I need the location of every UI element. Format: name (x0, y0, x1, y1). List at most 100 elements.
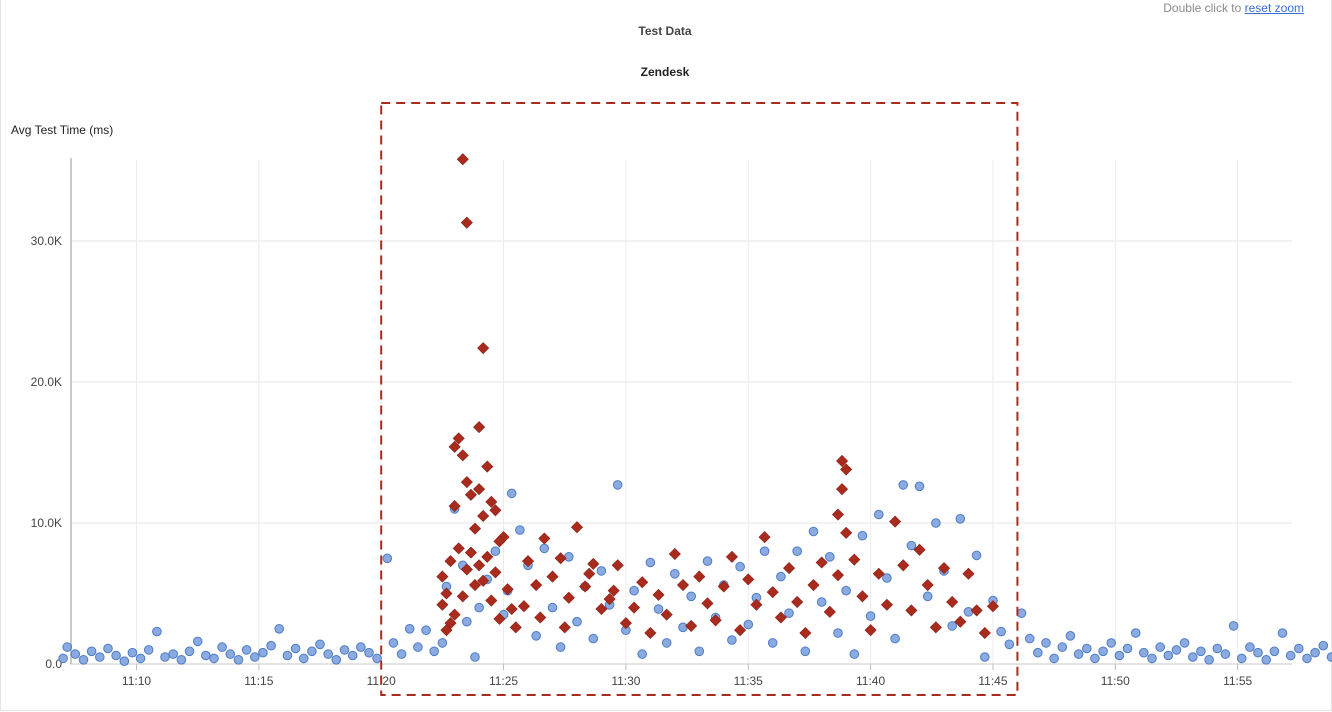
data-point (808, 526, 819, 537)
data-point (388, 638, 399, 648)
anomaly-point (501, 583, 514, 596)
anomaly-point (607, 584, 620, 597)
y-axis-label: Avg Test Time (ms) (11, 123, 114, 137)
data-point (339, 645, 350, 655)
data-point (298, 653, 309, 664)
data-point (1073, 649, 1084, 659)
anomaly-point (693, 570, 706, 583)
anomaly-point (709, 614, 722, 627)
anomaly-point (473, 483, 486, 496)
anomaly-point (783, 562, 796, 575)
y-tick-label: 10.0K (31, 516, 62, 530)
data-point (1155, 642, 1165, 652)
anomaly-point (509, 621, 522, 634)
anomaly-point (913, 543, 926, 556)
anomaly-point (456, 590, 469, 603)
data-point (258, 647, 268, 658)
anomaly-point (880, 598, 893, 611)
chart-title: Test Data (638, 24, 692, 38)
anomaly-point (444, 555, 457, 568)
anomaly-point (840, 463, 853, 476)
x-tick-label: 11:25 (489, 674, 518, 688)
data-point (127, 647, 138, 658)
data-point (931, 518, 941, 528)
anomaly-point (464, 488, 477, 501)
data-point (62, 642, 72, 652)
x-tick-label: 11:15 (244, 674, 273, 688)
data-point (184, 646, 195, 657)
data-point (1318, 640, 1329, 651)
anomaly-point (921, 579, 934, 592)
x-tick-label: 11:45 (978, 674, 1007, 688)
anomaly-point (468, 579, 482, 592)
data-point (825, 552, 835, 562)
data-point (531, 631, 542, 641)
data-point (515, 525, 525, 535)
data-point (1065, 631, 1076, 641)
anomaly-point (493, 612, 506, 625)
data-point (776, 571, 786, 582)
data-point (947, 621, 958, 631)
data-point (1114, 650, 1125, 661)
reset-zoom-link[interactable]: reset zoom (1244, 1, 1304, 15)
anomaly-point (603, 593, 616, 606)
anomaly-point (734, 624, 747, 637)
anomaly-point (652, 588, 665, 601)
anomaly-point (628, 601, 641, 614)
data-point (103, 643, 113, 654)
data-point (315, 639, 325, 650)
data-point (1163, 650, 1174, 661)
data-point (1236, 653, 1247, 664)
data-point (201, 650, 211, 661)
y-tick-label: 30.0K (31, 234, 62, 248)
data-point (1041, 638, 1051, 648)
data-point (290, 643, 301, 654)
anomaly-point (489, 566, 502, 579)
data-point (555, 642, 566, 652)
anomaly-point (889, 515, 902, 528)
data-point (1204, 655, 1214, 665)
anomaly-point (986, 600, 999, 613)
data-point (382, 553, 393, 564)
data-point (588, 633, 599, 644)
data-point (686, 591, 697, 602)
x-tick-label: 11:30 (611, 674, 640, 688)
anomaly-point (448, 440, 461, 453)
anomaly-point (937, 562, 951, 575)
anomaly-point (448, 608, 461, 621)
anomaly-point (978, 626, 991, 640)
data-point (841, 585, 851, 596)
data-point (645, 557, 656, 568)
data-point (307, 646, 317, 657)
anomaly-point (530, 579, 543, 592)
data-point (1082, 643, 1092, 654)
anomaly-point (436, 570, 449, 583)
data-point (694, 646, 705, 657)
selection-layer (380, 102, 1019, 696)
anomaly-point (905, 604, 918, 617)
anomaly-point (619, 617, 632, 630)
anomaly-point (473, 559, 486, 572)
data-point (816, 597, 827, 607)
data-point (1326, 652, 1332, 662)
anomaly-point (807, 579, 820, 592)
data-point (596, 566, 607, 576)
anomaly-point (554, 552, 567, 565)
anomaly-point (962, 567, 975, 580)
data-point (233, 655, 244, 665)
anomaly-point (485, 594, 498, 607)
data-point (661, 638, 672, 648)
data-point (429, 646, 440, 657)
anomaly-point (668, 547, 681, 561)
data-point (1302, 653, 1312, 664)
zoom-hint: Double click to reset zoom (1163, 1, 1304, 15)
anomaly-point (799, 626, 812, 640)
data-point (1033, 647, 1043, 658)
data-point (135, 653, 146, 664)
data-point (396, 649, 407, 659)
anomaly-point (595, 602, 608, 616)
anomaly-point (954, 615, 967, 628)
anomaly-point (750, 598, 763, 611)
